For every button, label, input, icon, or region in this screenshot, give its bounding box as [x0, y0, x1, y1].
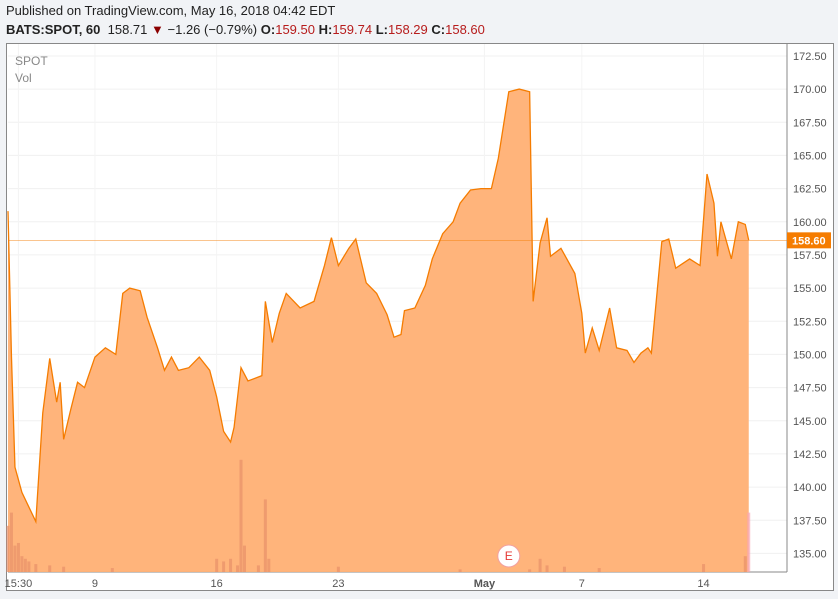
open-value: 159.50: [275, 22, 315, 37]
volume-bar: [236, 565, 240, 572]
x-tick-label: 7: [579, 578, 585, 590]
volume-bar: [336, 566, 340, 572]
y-tick-label: 167.50: [793, 117, 827, 129]
volume-bar: [528, 569, 532, 572]
y-tick-label: 155.00: [793, 283, 827, 295]
volume-bar: [34, 564, 38, 572]
y-tick-label: 160.00: [793, 217, 827, 229]
volume-bar: [16, 542, 20, 572]
volume-bar: [263, 499, 267, 572]
x-tick-label: 16: [211, 578, 223, 590]
high-label: H:: [318, 22, 333, 37]
y-tick-label: 140.00: [793, 482, 827, 494]
volume-bar: [239, 459, 243, 572]
price-area: [8, 89, 749, 572]
last-price-box: [787, 232, 831, 249]
y-tick-label: 172.50: [793, 51, 827, 63]
volume-bar: [458, 569, 462, 572]
x-tick-label: 9: [92, 578, 98, 590]
y-tick-label: 142.50: [793, 449, 827, 461]
y-tick-label: 152.50: [793, 316, 827, 328]
volume-bar: [6, 525, 10, 572]
volume-bar: [562, 566, 566, 572]
volume-bar: [20, 556, 24, 572]
low-value: 158.29: [388, 22, 428, 37]
legend-volume: Vol: [15, 71, 32, 85]
close-value: 158.60: [445, 22, 485, 37]
volume-bar: [702, 564, 706, 572]
y-tick-label: 147.50: [793, 383, 827, 395]
y-tick-label: 145.00: [793, 416, 827, 428]
low-label: L:: [375, 22, 388, 37]
price-line: [7, 88, 750, 525]
open-label: O:: [260, 22, 276, 37]
down-arrow-icon: ▼: [151, 22, 164, 37]
y-tick-label: 150.00: [793, 349, 827, 361]
x-tick-label: May: [474, 578, 496, 590]
legend-symbol: SPOT: [15, 54, 48, 68]
volume-bar: [23, 558, 27, 572]
volume-bar: [215, 558, 219, 572]
volume-bar: [229, 558, 233, 572]
symbol-info: BATS:SPOT, 60 158.71 ▼ −1.26 (−0.79%) O:…: [6, 22, 485, 37]
y-tick-label: 157.50: [793, 250, 827, 262]
y-tick-label: 165.00: [793, 150, 827, 162]
y-tick-label: 137.50: [793, 515, 827, 527]
published-line: Published on TradingView.com, May 16, 20…: [6, 3, 336, 18]
y-tick-label: 170.00: [793, 84, 827, 96]
symbol: BATS:SPOT, 60: [6, 22, 101, 37]
y-tick-label: 135.00: [793, 548, 827, 560]
volume-bar: [62, 566, 66, 572]
price-change: −1.26 (−0.79%): [167, 22, 258, 37]
earnings-marker-label: E: [505, 549, 513, 563]
volume-bar: [48, 565, 52, 572]
x-tick-label: 14: [697, 578, 709, 590]
earnings-marker-icon: [497, 544, 521, 568]
last-price-label: 158.60: [792, 235, 826, 247]
volume-bar: [597, 568, 601, 572]
volume-bar: [242, 545, 246, 572]
y-tick-label: 162.50: [793, 184, 827, 196]
volume-bar: [747, 512, 751, 572]
close-label: C:: [431, 22, 446, 37]
volume-bar: [743, 556, 747, 572]
volume-bar: [267, 558, 271, 572]
legend: SPOT Vol: [15, 53, 48, 87]
volume-bar: [9, 512, 13, 572]
volume-bar: [222, 561, 226, 572]
volume-bar: [256, 565, 260, 572]
x-tick-label: 15:30: [5, 578, 33, 590]
volume-bar: [545, 565, 549, 572]
volume-bar: [538, 558, 542, 572]
last-price: 158.71: [107, 22, 148, 37]
volume-bar: [110, 568, 114, 572]
volume-bar: [27, 561, 31, 572]
volume-bar: [13, 545, 17, 572]
x-tick-label: 23: [332, 578, 344, 590]
high-value: 159.74: [332, 22, 373, 37]
